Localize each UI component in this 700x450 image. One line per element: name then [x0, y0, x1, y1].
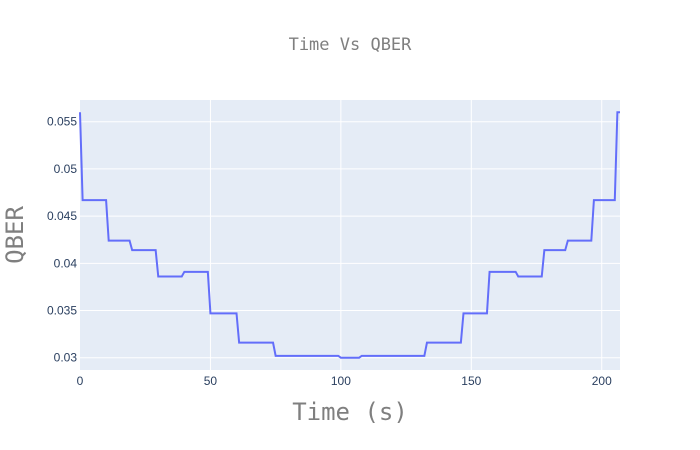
x-gridlines [209, 100, 603, 370]
y-axis-title: QBER [1, 206, 29, 264]
x-axis-title: Time (s) [292, 398, 408, 426]
series-group [79, 111, 620, 359]
y-tick-labels: 0.03 0.035 0.04 0.045 0.05 0.055 [47, 115, 77, 365]
x-tick-label: 200 [592, 374, 612, 388]
x-tick-label: 100 [331, 374, 351, 388]
y-tick-label: 0.055 [47, 115, 77, 129]
x-tick-label: 0 [77, 374, 84, 388]
y-tick-label: 0.045 [47, 209, 77, 223]
x-tick-labels: 0 50 100 150 200 [77, 374, 612, 388]
qber-series-line [79, 111, 620, 359]
chart-title: Time Vs QBER [289, 35, 413, 55]
x-tick-label: 50 [204, 374, 218, 388]
x-tick-label: 150 [461, 374, 481, 388]
y-tick-label: 0.05 [54, 162, 78, 176]
y-tick-label: 0.035 [47, 304, 77, 318]
y-tick-label: 0.03 [54, 351, 78, 365]
plot-area [80, 100, 620, 370]
y-tick-label: 0.04 [54, 256, 78, 270]
